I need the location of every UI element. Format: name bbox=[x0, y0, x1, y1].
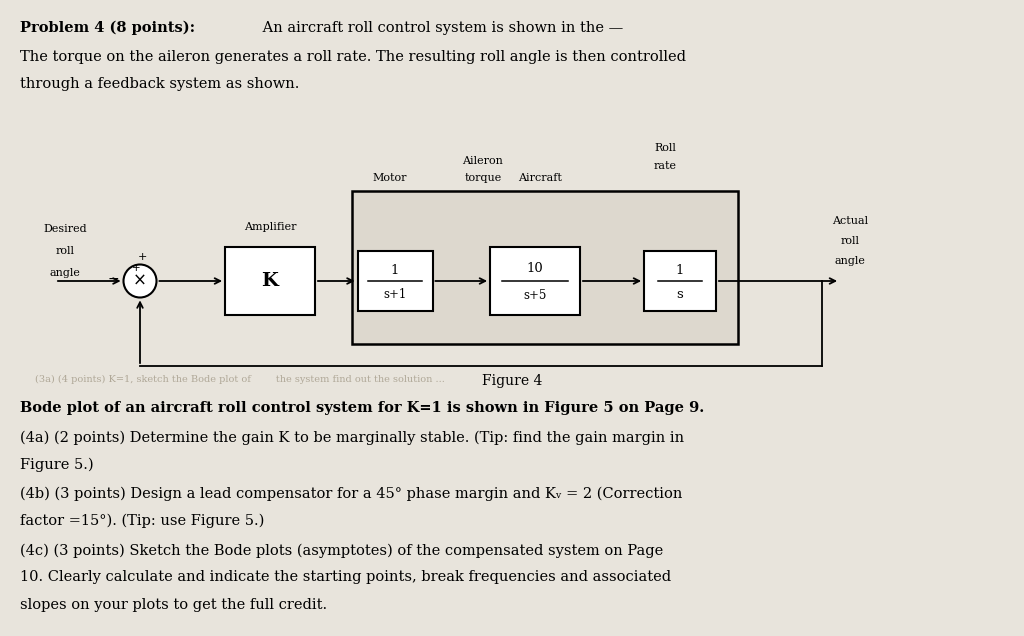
Bar bbox=[490, 247, 580, 315]
Text: roll: roll bbox=[841, 236, 859, 246]
Text: Roll: Roll bbox=[654, 143, 676, 153]
Bar bbox=[225, 247, 315, 315]
Text: 1: 1 bbox=[676, 263, 684, 277]
Text: 1: 1 bbox=[391, 263, 399, 277]
Text: (4a) (2 points) Determine the gain K to be marginally stable. (Tip: find the gai: (4a) (2 points) Determine the gain K to … bbox=[20, 431, 684, 445]
Text: slopes on your plots to get the full credit.: slopes on your plots to get the full cre… bbox=[20, 597, 327, 611]
Text: (4b) (3 points) Design a lead compensator for a 45° phase margin and Kᵥ = 2 (Cor: (4b) (3 points) Design a lead compensato… bbox=[20, 487, 682, 501]
Text: (4c) (3 points) Sketch the Bode plots (asymptotes) of the compensated system on : (4c) (3 points) Sketch the Bode plots (a… bbox=[20, 543, 664, 558]
Bar bbox=[352, 191, 738, 344]
Text: +: + bbox=[137, 251, 146, 261]
Text: Motor: Motor bbox=[373, 173, 408, 183]
Text: Problem 4 (8 points):: Problem 4 (8 points): bbox=[20, 21, 196, 35]
Text: Bode plot of an aircraft roll control system for K=1 is shown in Figure 5 on Pag: Bode plot of an aircraft roll control sy… bbox=[20, 401, 705, 415]
Text: s+5: s+5 bbox=[523, 289, 547, 301]
Text: An aircraft roll control system is shown in the —: An aircraft roll control system is shown… bbox=[258, 21, 624, 35]
Text: 10: 10 bbox=[526, 261, 544, 275]
Text: (3a) (4 points) K=1, sketch the Bode plot of        the system find out the solu: (3a) (4 points) K=1, sketch the Bode plo… bbox=[35, 375, 444, 384]
Bar bbox=[357, 251, 432, 311]
Circle shape bbox=[124, 265, 157, 298]
Text: −: − bbox=[108, 272, 120, 286]
Text: Figure 5.): Figure 5.) bbox=[20, 457, 93, 472]
Text: Actual: Actual bbox=[831, 216, 868, 226]
Text: The torque on the aileron generates a roll rate. The resulting roll angle is the: The torque on the aileron generates a ro… bbox=[20, 50, 686, 64]
Text: angle: angle bbox=[49, 268, 81, 278]
Text: torque: torque bbox=[464, 173, 502, 183]
Bar bbox=[644, 251, 716, 311]
Text: angle: angle bbox=[835, 256, 865, 266]
Text: ×: × bbox=[133, 272, 146, 290]
Text: s: s bbox=[677, 287, 683, 300]
Text: factor =15°). (Tip: use Figure 5.): factor =15°). (Tip: use Figure 5.) bbox=[20, 514, 264, 528]
Text: rate: rate bbox=[653, 161, 677, 171]
Text: roll: roll bbox=[55, 246, 75, 256]
Text: Aileron: Aileron bbox=[463, 156, 504, 166]
Text: Amplifier: Amplifier bbox=[244, 222, 296, 232]
Text: K: K bbox=[261, 272, 279, 290]
Text: Aircraft: Aircraft bbox=[518, 173, 562, 183]
Text: 10. Clearly calculate and indicate the starting points, break frequencies and as: 10. Clearly calculate and indicate the s… bbox=[20, 570, 671, 584]
Text: Desired: Desired bbox=[43, 224, 87, 234]
Text: s+1: s+1 bbox=[383, 287, 407, 300]
Text: through a feedback system as shown.: through a feedback system as shown. bbox=[20, 77, 299, 91]
Text: Figure 4: Figure 4 bbox=[482, 374, 542, 388]
Text: +: + bbox=[132, 263, 140, 273]
